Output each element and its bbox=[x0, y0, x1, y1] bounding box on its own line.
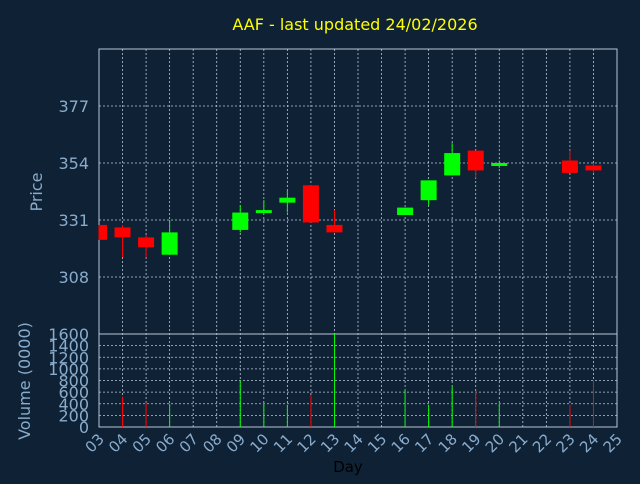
volume-axis-label: Volume (0000) bbox=[15, 322, 34, 440]
day-tick-label: 17 bbox=[411, 430, 437, 456]
day-tick-label: 09 bbox=[223, 430, 249, 456]
day-tick-label: 08 bbox=[199, 430, 225, 456]
candles bbox=[98, 143, 602, 258]
volume-bars bbox=[122, 334, 594, 427]
day-tick-label: 16 bbox=[388, 430, 414, 456]
volume-tick-label: 1600 bbox=[48, 325, 89, 344]
price-tick-label: 354 bbox=[58, 154, 89, 173]
candle-body bbox=[585, 165, 602, 171]
chart-title: AAF - last updated 24/02/2026 bbox=[232, 15, 477, 34]
candle-body bbox=[232, 212, 249, 230]
candle-body bbox=[255, 210, 272, 214]
day-tick-label: 25 bbox=[600, 430, 626, 456]
candle-body bbox=[161, 232, 178, 255]
day-tick-label: 04 bbox=[105, 430, 131, 456]
volume-tick-label: 1000 bbox=[48, 360, 89, 379]
day-tick-label: 19 bbox=[458, 430, 484, 456]
day-tick-label: 20 bbox=[482, 430, 508, 456]
day-tick-label: 05 bbox=[129, 430, 155, 456]
day-tick-label: 22 bbox=[529, 430, 555, 456]
day-tick-label: 18 bbox=[435, 430, 461, 456]
day-tick-label: 11 bbox=[270, 430, 296, 456]
volume-tick-label: 400 bbox=[58, 395, 89, 414]
candle-body bbox=[397, 207, 414, 216]
day-tick-label: 24 bbox=[576, 430, 602, 456]
volume-tick-label: 1400 bbox=[48, 337, 89, 356]
candle-body bbox=[491, 163, 508, 166]
candle-body bbox=[420, 180, 437, 201]
volume-tick-label: 200 bbox=[58, 406, 89, 425]
day-axis-label: Day bbox=[333, 458, 363, 476]
price-tick-label: 377 bbox=[58, 97, 89, 116]
day-tick-label: 07 bbox=[176, 430, 202, 456]
candle-body bbox=[302, 185, 319, 223]
day-tick-label: 13 bbox=[317, 430, 343, 456]
volume-tick-label: 600 bbox=[58, 383, 89, 402]
candle-body bbox=[326, 224, 343, 233]
day-tick-label: 06 bbox=[152, 430, 178, 456]
volume-tick-label: 1200 bbox=[48, 348, 89, 367]
day-tick-label: 21 bbox=[505, 430, 531, 456]
volume-tick-label: 800 bbox=[58, 372, 89, 391]
candle-body bbox=[114, 227, 131, 238]
candle-body bbox=[138, 237, 155, 248]
price-panel-frame bbox=[98, 48, 618, 335]
candle-body bbox=[279, 197, 296, 203]
candle-body bbox=[444, 153, 461, 176]
candle-body bbox=[467, 150, 484, 171]
price-tick-label: 331 bbox=[58, 211, 89, 230]
day-tick-label: 10 bbox=[246, 430, 272, 456]
price-tick-label: 308 bbox=[58, 268, 89, 287]
volume-panel-frame bbox=[98, 333, 618, 428]
candle-body bbox=[561, 160, 578, 173]
day-tick-label: 14 bbox=[341, 430, 367, 456]
volume-tick-label: 0 bbox=[79, 418, 89, 437]
day-tick-label: 15 bbox=[364, 430, 390, 456]
day-tick-label: 12 bbox=[294, 430, 320, 456]
day-tick-label: 23 bbox=[553, 430, 579, 456]
price-axis-label: Price bbox=[27, 172, 46, 211]
candle-body bbox=[99, 224, 107, 240]
